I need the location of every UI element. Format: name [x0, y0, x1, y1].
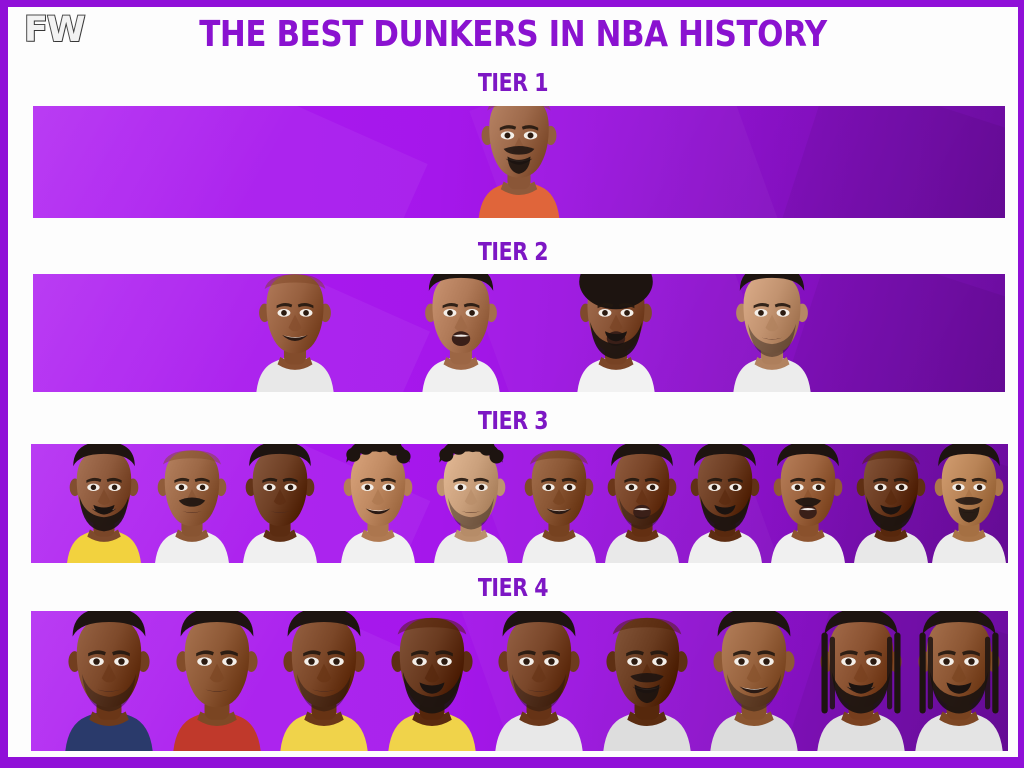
- infographic-canvas: FW THE BEST DUNKERS IN NBA HISTORY TIER …: [8, 7, 1018, 757]
- player-portrait: [847, 444, 935, 563]
- tier-3-label: TIER 3: [477, 406, 549, 435]
- player-portrait: [487, 611, 591, 751]
- player-portrait: [415, 274, 507, 392]
- player-portrait: [272, 611, 376, 751]
- tier-4-players: [31, 611, 1008, 751]
- player-portrait: [702, 611, 806, 751]
- player-portrait: [236, 444, 324, 563]
- tier-3-band: [31, 444, 1008, 563]
- player-portrait: [809, 611, 913, 751]
- tier-1-band: [33, 106, 1005, 218]
- tier-2-players: [33, 274, 1005, 392]
- tier-4-label: TIER 4: [477, 573, 549, 602]
- player-portrait: [249, 274, 341, 392]
- tier-2-band: [33, 274, 1005, 392]
- player-portrait: [148, 444, 236, 563]
- tier-1-label: TIER 1: [477, 68, 549, 97]
- player-portrait: [60, 444, 148, 563]
- player-portrait: [907, 611, 1008, 751]
- player-portrait: [471, 106, 567, 218]
- tier-3-players: [31, 444, 1008, 563]
- player-portrait: [764, 444, 852, 563]
- player-portrait: [570, 274, 662, 392]
- fadeaway-world-logo: FW: [23, 9, 86, 51]
- player-portrait: [925, 444, 1008, 563]
- tier-2-label: TIER 2: [477, 237, 549, 266]
- player-portrait: [380, 611, 484, 751]
- page-title: THE BEST DUNKERS IN NBA HISTORY: [199, 14, 827, 55]
- player-portrait: [165, 611, 269, 751]
- player-portrait: [681, 444, 769, 563]
- player-portrait: [57, 611, 161, 751]
- player-portrait: [515, 444, 603, 563]
- player-portrait: [726, 274, 818, 392]
- player-portrait: [598, 444, 686, 563]
- player-portrait: [595, 611, 699, 751]
- tier-1-players: [33, 106, 1005, 218]
- tier-4-band: [31, 611, 1008, 751]
- player-portrait: [334, 444, 422, 563]
- player-portrait: [427, 444, 515, 563]
